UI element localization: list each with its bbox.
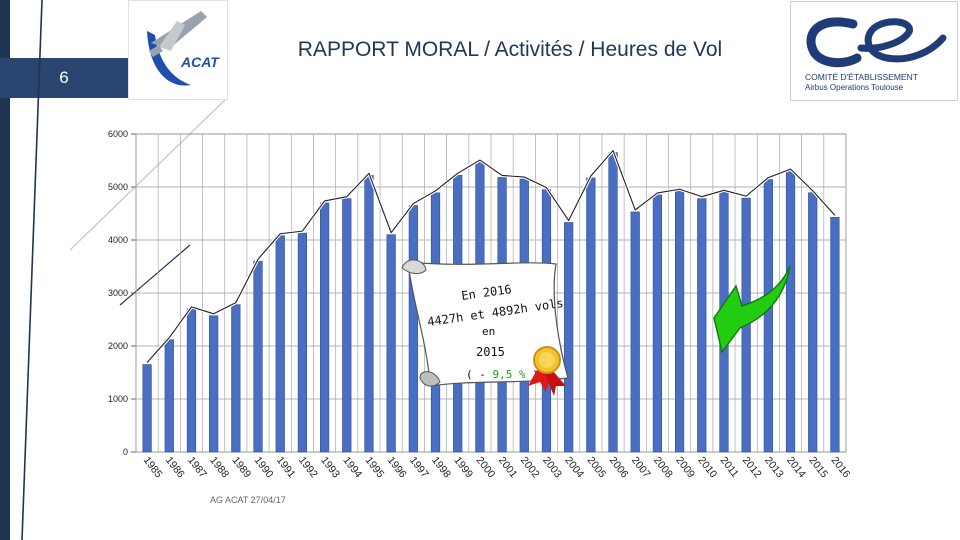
green-arrow-icon — [713, 265, 791, 354]
bar-2004 — [564, 222, 574, 453]
y-tick-label: 4000 — [108, 235, 128, 245]
x-tick-label: 1985 — [141, 454, 165, 480]
ce-logo-line2: Airbus Operations Toulouse — [805, 83, 904, 92]
bar-2016 — [830, 217, 840, 453]
bar-1988 — [209, 315, 219, 453]
x-tick-label: 1999 — [451, 454, 475, 480]
x-tick-label: 2013 — [762, 454, 786, 480]
x-tick-label: 1990 — [252, 454, 276, 480]
x-tick-label: 1992 — [296, 454, 320, 480]
bar-2006 — [608, 152, 618, 453]
bar-1985 — [142, 364, 152, 453]
acat-logo-text: ACAT — [180, 54, 220, 70]
x-tick-label: 1996 — [385, 454, 409, 480]
bar-1989 — [231, 304, 241, 453]
y-tick-label: 0 — [123, 447, 128, 457]
bar-1991 — [275, 235, 285, 453]
bar-1986 — [164, 339, 174, 453]
x-tick-label: 2009 — [673, 454, 697, 480]
ce-logo: COMITÉ D'ÉTABLISSEMENT Airbus Operations… — [790, 1, 958, 101]
ce-logo-line1: COMITÉ D'ÉTABLISSEMENT — [805, 72, 918, 82]
bar-1990 — [253, 260, 263, 453]
decorative-line — [21, 0, 43, 540]
annotation-line4: 2015 — [476, 345, 505, 359]
y-tick-label: 2000 — [108, 341, 128, 351]
x-tick-label: 1987 — [185, 454, 209, 480]
x-tick-label: 1986 — [163, 454, 187, 480]
x-tick-label: 2003 — [540, 454, 564, 480]
decorative-line — [119, 244, 191, 306]
page-title: RAPPORT MORAL / Activités / Heures de Vo… — [297, 38, 723, 61]
x-tick-label: 2000 — [474, 454, 498, 480]
bar-1996 — [386, 234, 396, 453]
bar-2008 — [652, 194, 663, 453]
annotation-line1: En 2016 — [460, 282, 512, 303]
x-tick-label: 1989 — [229, 454, 253, 480]
decorative-line — [69, 99, 226, 251]
x-tick-label: 2008 — [651, 454, 675, 480]
x-tick-label: 2004 — [562, 454, 586, 480]
annotation-scroll: En 2016 4427h et 4892h vols en 2015 ( - … — [401, 259, 569, 387]
footer-text: AG ACAT 27/04/17 — [210, 495, 286, 505]
x-tick-label: 1993 — [318, 454, 342, 480]
annotation-line5: ( - 9,5 % ) — [466, 368, 539, 381]
x-tick-label: 2002 — [518, 454, 542, 480]
acat-logo: ACAT — [128, 0, 228, 100]
ce-logo-icon: COMITÉ D'ÉTABLISSEMENT Airbus Operations… — [805, 17, 947, 92]
bar-2014 — [785, 170, 796, 453]
x-tick-label: 1994 — [340, 454, 364, 480]
bar-1995 — [364, 175, 374, 453]
x-tick-label: 2005 — [584, 454, 608, 480]
y-tick-label: 6000 — [108, 129, 128, 139]
decorative-lines — [21, 0, 226, 540]
bar-2005 — [586, 177, 596, 453]
y-tick-label: 3000 — [108, 288, 128, 298]
airplane-logo-icon: ACAT — [147, 11, 220, 86]
trend-line — [146, 150, 836, 363]
award-ribbon-icon — [528, 346, 566, 396]
bar-1987 — [186, 308, 197, 453]
x-tick-label: 2006 — [607, 454, 631, 480]
bar-2010 — [697, 198, 707, 453]
bar-1997 — [408, 205, 418, 453]
x-tick-label: 1998 — [429, 454, 453, 480]
x-tick-label: 2016 — [829, 454, 853, 480]
bar-2015 — [808, 192, 818, 453]
x-tick-label: 2007 — [629, 454, 653, 480]
x-tick-label: 2001 — [496, 454, 520, 480]
bar-2007 — [630, 211, 640, 453]
x-tick-label: 2011 — [718, 454, 741, 479]
bar-2009 — [674, 190, 685, 453]
left-accent-band — [0, 0, 10, 540]
x-tick-label: 1995 — [363, 454, 387, 480]
x-tick-label: 1997 — [407, 454, 431, 480]
annotation-line3: en — [482, 325, 495, 338]
y-tick-label: 5000 — [108, 182, 128, 192]
bar-1992 — [297, 232, 308, 453]
page-number-tab: 6 — [0, 58, 128, 98]
x-tick-label: 2015 — [806, 454, 830, 480]
x-tick-label: 2014 — [784, 454, 808, 480]
x-tick-label: 2012 — [740, 454, 764, 480]
x-tick-label: 2010 — [695, 454, 719, 480]
bar-1994 — [342, 198, 352, 453]
y-tick-label: 1000 — [108, 394, 128, 404]
bar-1993 — [319, 202, 330, 453]
x-tick-label: 1988 — [207, 454, 231, 480]
page-number: 6 — [59, 68, 69, 87]
bar-2013 — [763, 179, 773, 453]
x-tick-label: 1991 — [274, 454, 298, 480]
